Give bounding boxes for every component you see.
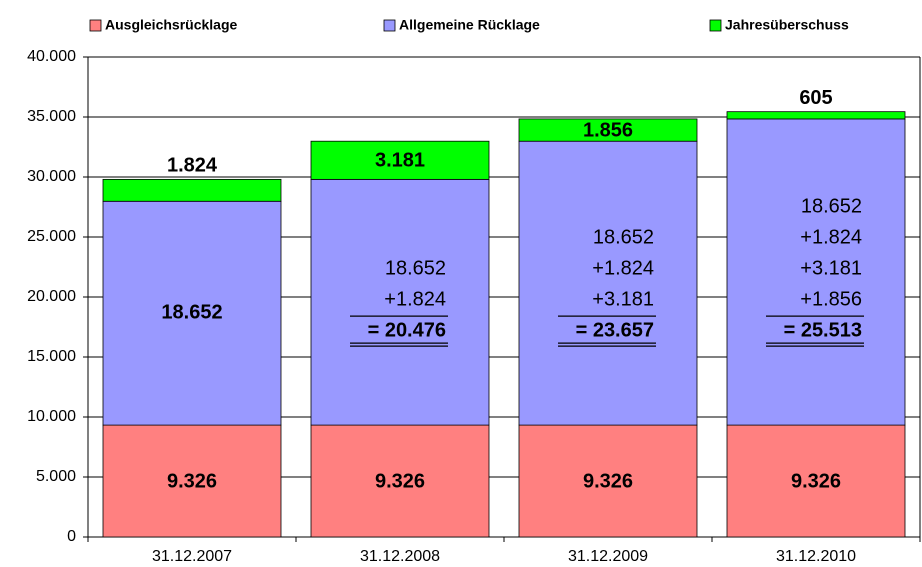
x-tick-label: 31.12.2010 [776,548,856,565]
x-tick-label: 31.12.2009 [568,548,648,565]
y-tick-label: 30.000 [27,168,76,185]
legend-swatch [89,19,102,32]
bar-segment [310,424,490,538]
value-label: +1.824 [800,226,862,248]
value-label: 18.652 [593,226,654,248]
bar-segment [518,118,698,142]
value-label: 3.181 [375,150,425,172]
bar-segment [726,111,906,120]
value-label: 9.326 [583,470,633,492]
value-label: 9.326 [375,470,425,492]
value-label: = 25.513 [784,319,862,341]
bar-segment [518,140,698,426]
y-tick-label: 35.000 [27,108,76,125]
y-tick-label: 10.000 [27,408,76,425]
y-tick-label: 20.000 [27,288,76,305]
value-label: 9.326 [167,470,217,492]
bar-segment [310,178,490,426]
y-tick-label: 25.000 [27,228,76,245]
value-label: 18.652 [801,195,862,217]
legend-label: Jahresüberschuss [725,17,849,33]
value-label: +1.856 [800,288,862,310]
value-label: +1.824 [384,288,446,310]
value-label: +3.181 [592,288,654,310]
bar-segment [102,424,282,538]
value-label: 18.652 [161,301,222,323]
legend-swatch [709,19,722,32]
value-label: 1.856 [583,119,633,141]
bar-segment [518,424,698,538]
bar-segment [726,424,906,538]
value-label: +1.824 [592,257,654,279]
bar-segment [310,140,490,180]
value-label: 18.652 [385,257,446,279]
bar-segment [102,178,282,202]
y-tick-label: 15.000 [27,348,76,365]
x-tick-label: 31.12.2008 [360,548,440,565]
x-tick-label: 31.12.2007 [152,548,232,565]
y-tick-label: 0 [67,528,76,545]
value-label: 9.326 [791,470,841,492]
bar-segment [102,200,282,426]
value-label: +3.181 [800,257,862,279]
value-label: 1.824 [167,155,218,177]
value-label: = 20.476 [368,319,446,341]
legend-label: Ausgleichsrücklage [105,17,237,33]
y-tick-label: 40.000 [27,48,76,65]
legend-label: Allgemeine Rücklage [399,17,540,33]
y-tick-label: 5.000 [36,468,76,485]
value-label: = 23.657 [576,319,654,341]
value-label: 605 [799,87,832,109]
legend-swatch [383,19,396,32]
bar-segment [726,118,906,426]
